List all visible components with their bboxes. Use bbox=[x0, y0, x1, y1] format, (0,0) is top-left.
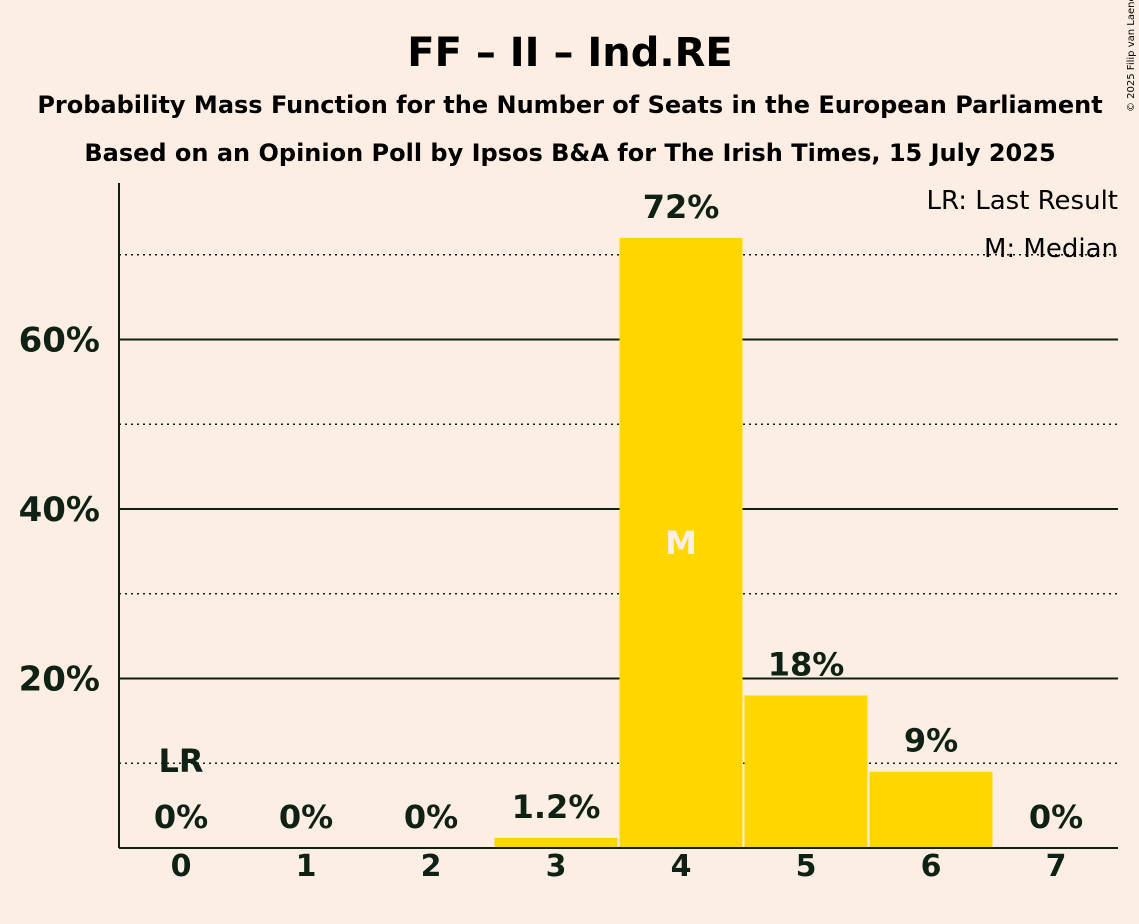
x-tick-label: 0 bbox=[171, 849, 192, 884]
value-label: 0% bbox=[404, 798, 458, 836]
bars-group bbox=[494, 237, 993, 849]
bar-seats-3 bbox=[494, 837, 618, 848]
value-label: 0% bbox=[1029, 798, 1083, 836]
x-tick-label: 1 bbox=[296, 849, 317, 884]
value-label: 1.2% bbox=[512, 788, 601, 826]
median-marker: M bbox=[665, 524, 697, 562]
value-label: 72% bbox=[643, 188, 720, 226]
bar-seats-6 bbox=[869, 771, 993, 848]
value-label: 0% bbox=[279, 798, 333, 836]
x-tick-label: 3 bbox=[546, 849, 567, 884]
bar-seats-5 bbox=[744, 695, 868, 848]
y-axis-ticks: 20% 40% 60% bbox=[19, 321, 100, 700]
y-tick-label: 20% bbox=[19, 660, 100, 700]
bar-seats-4 bbox=[619, 237, 743, 849]
last-result-marker: LR bbox=[158, 742, 203, 780]
value-label: 18% bbox=[768, 645, 845, 683]
gridlines bbox=[119, 254, 1118, 764]
chart-subtitle: Probability Mass Function for the Number… bbox=[37, 91, 1102, 119]
x-axis-ticks: 0 1 2 3 4 5 6 7 bbox=[171, 849, 1067, 884]
copyright-text: © 2025 Filip van Laenen bbox=[1126, 0, 1137, 112]
x-tick-label: 7 bbox=[1046, 849, 1067, 884]
chart-source: Based on an Opinion Poll by Ipsos B&A fo… bbox=[84, 139, 1055, 167]
x-tick-label: 6 bbox=[921, 849, 942, 884]
legend-last-result: LR: Last Result bbox=[926, 186, 1118, 216]
x-tick-label: 5 bbox=[796, 849, 817, 884]
legend-median: M: Median bbox=[984, 234, 1118, 264]
x-tick-label: 4 bbox=[671, 849, 692, 884]
value-label: 9% bbox=[904, 722, 958, 760]
value-labels-group: 0% 0% 0% 1.2% 72% 18% 9% 0% LR M bbox=[154, 188, 1083, 836]
chart-title: FF – II – Ind.RE bbox=[407, 30, 732, 76]
y-tick-label: 60% bbox=[19, 321, 100, 361]
y-tick-label: 40% bbox=[19, 490, 100, 530]
value-label: 0% bbox=[154, 798, 208, 836]
x-tick-label: 2 bbox=[421, 849, 442, 884]
